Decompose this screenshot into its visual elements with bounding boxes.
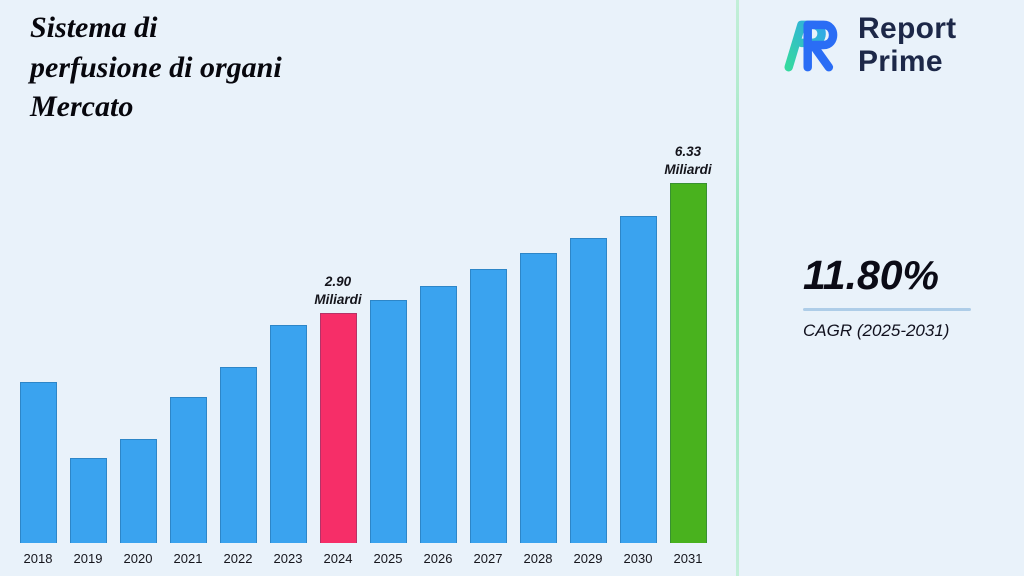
bar-2029	[569, 238, 607, 543]
bar-column-2018	[13, 141, 63, 543]
bar-chart: 2.90 Miliardi 6.33 Miliardi 2018 2019 2020 202…	[13, 141, 713, 566]
page-title-line-2: perfusione di organi	[30, 50, 282, 84]
bar-column-2027	[463, 141, 513, 543]
cagr-block: 11.80% CAGR (2025-2031)	[803, 252, 993, 341]
bar-column-2028	[513, 141, 563, 543]
bar-2023	[269, 325, 307, 543]
brand-name-line-1: Report	[858, 12, 957, 45]
report-prime-logo-icon	[784, 20, 838, 72]
x-axis-labels: 2018 2019 2020 2021 2022 2023 2024 2025 2026 2027…	[13, 543, 713, 566]
axis-label-2030: 2030	[623, 551, 653, 566]
axis-label-2028: 2028	[523, 551, 553, 566]
axis-label-2029: 2029	[573, 551, 603, 566]
bar-column-2021	[163, 141, 213, 543]
bar-column-2019	[63, 141, 113, 543]
bar-2028	[519, 253, 557, 543]
axis-label-2020: 2020	[123, 551, 153, 566]
panel-divider	[736, 0, 739, 576]
bar-column-2025	[363, 141, 413, 543]
bar-column-2026	[413, 141, 463, 543]
bar-column-2024: 2.90 Miliardi	[313, 141, 363, 543]
axis-label-2018: 2018	[23, 551, 53, 566]
axis-label-2025: 2025	[373, 551, 403, 566]
value-label-2031: 6.33 Miliardi	[664, 144, 712, 177]
cagr-underline	[803, 308, 971, 311]
bar-column-2022	[213, 141, 263, 543]
value-label-2024: 2.90 Miliardi	[314, 274, 362, 307]
bar-2024	[319, 313, 357, 543]
bar-2031	[669, 183, 707, 543]
axis-label-2019: 2019	[73, 551, 103, 566]
axis-label-2024: 2024	[323, 551, 353, 566]
page-title-line-1: Sistema di	[30, 11, 158, 44]
bar-2025	[369, 300, 407, 543]
brand: Report Prime	[776, 12, 956, 78]
page-title-line-3: Mercato	[30, 90, 134, 124]
bar-2021	[169, 397, 207, 543]
bar-2022	[219, 367, 257, 543]
brand-name: Report Prime	[858, 12, 956, 78]
cagr-label: CAGR (2025-2031)	[803, 321, 950, 340]
cagr-value: 11.80%	[803, 252, 940, 298]
bar-2018	[19, 382, 57, 543]
bars-area: 2.90 Miliardi 6.33 Miliardi	[13, 141, 713, 543]
bar-2020	[119, 439, 157, 543]
bar-2027	[469, 269, 507, 543]
axis-label-2023: 2023	[273, 551, 303, 566]
axis-label-2026: 2026	[423, 551, 453, 566]
brand-name-line-2: Prime	[858, 45, 943, 78]
bar-column-2029	[563, 141, 613, 543]
page-title: Sistema di perfusione di organi Mercato	[30, 8, 282, 127]
bar-column-2031: 6.33 Miliardi	[663, 141, 713, 543]
bar-2019	[69, 458, 107, 543]
bar-2030	[619, 216, 657, 543]
bar-column-2023	[263, 141, 313, 543]
axis-label-2022: 2022	[223, 551, 253, 566]
axis-label-2021: 2021	[173, 551, 203, 566]
bar-column-2020	[113, 141, 163, 543]
axis-label-2031: 2031	[673, 551, 703, 566]
bar-column-2030	[613, 141, 663, 543]
bar-2026	[419, 286, 457, 543]
axis-label-2027: 2027	[473, 551, 503, 566]
